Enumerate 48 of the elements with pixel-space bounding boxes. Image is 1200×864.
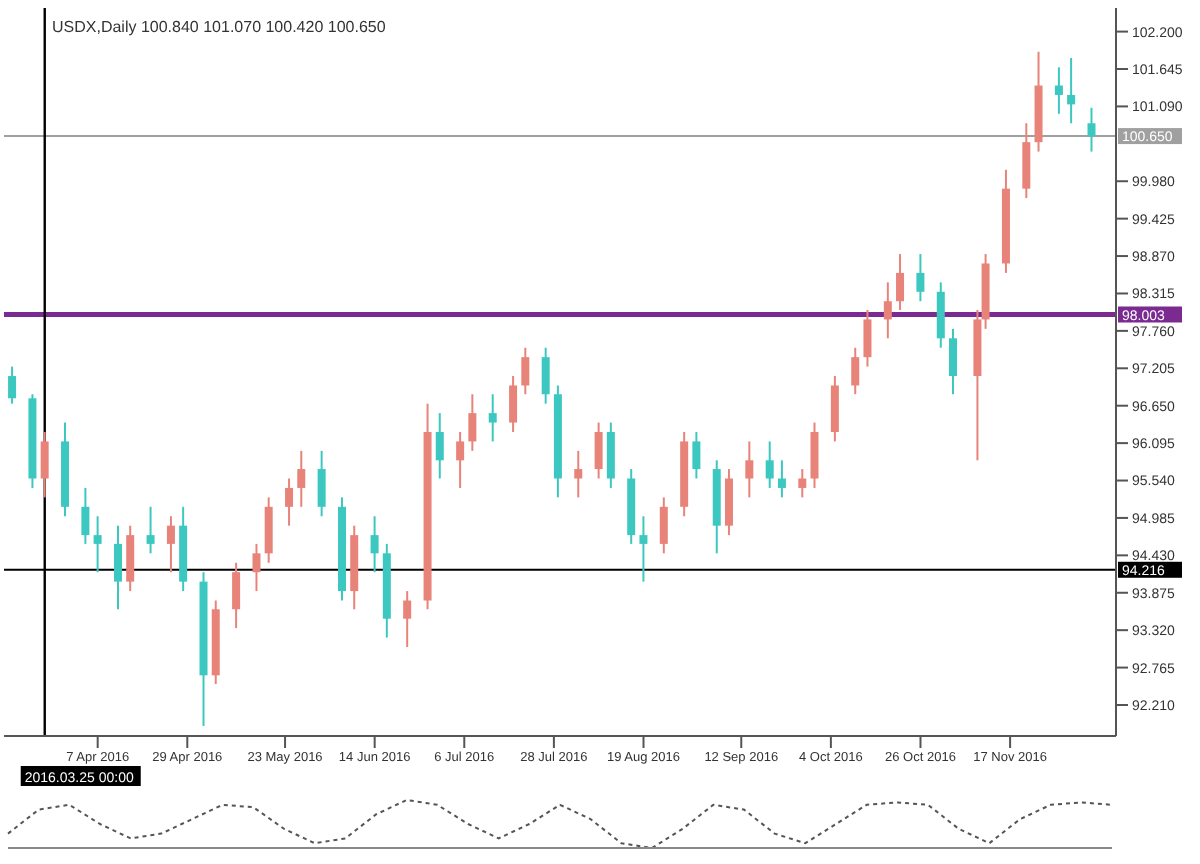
candlestick — [777, 459, 786, 499]
candlestick — [639, 515, 648, 583]
candlestick — [488, 393, 497, 443]
candlestick — [81, 486, 90, 545]
candlestick — [936, 281, 945, 349]
candlestick — [146, 505, 155, 555]
candlestick — [830, 375, 839, 443]
candlestick — [798, 468, 807, 499]
candlestick — [435, 412, 444, 480]
candlestick — [166, 515, 175, 574]
candlestick — [745, 440, 754, 499]
text: USDX,Daily 100.840 101.070 100.420 100.650 — [52, 18, 387, 36]
candlestick — [606, 421, 615, 489]
candlestick — [896, 253, 905, 311]
candlestick — [1054, 66, 1063, 115]
candlestick — [40, 430, 49, 499]
candlestick — [370, 515, 379, 574]
candlestick — [594, 421, 603, 480]
candlestick — [456, 430, 465, 489]
candlestick — [851, 346, 860, 396]
candlestick — [468, 393, 477, 452]
candlestick — [765, 440, 774, 489]
candlestick — [403, 590, 412, 649]
candlestick — [541, 346, 550, 405]
candlestick — [916, 253, 925, 303]
candlestick — [659, 496, 668, 555]
candlestick — [317, 449, 326, 518]
candlestick — [8, 365, 17, 405]
candlestick — [1067, 56, 1076, 125]
candlestick — [126, 524, 135, 593]
candlestick — [1087, 106, 1096, 153]
candlestick — [883, 281, 892, 340]
candlestick — [574, 449, 583, 499]
candlestick — [93, 515, 102, 574]
candlestick — [232, 561, 241, 630]
candlestick — [113, 524, 122, 611]
candlestick — [285, 477, 294, 527]
candlestick — [810, 421, 819, 489]
candlestick — [297, 449, 306, 508]
candlestick — [521, 346, 530, 396]
candlestick — [509, 375, 518, 433]
candlestick — [264, 496, 273, 564]
candlestick — [692, 430, 701, 480]
candlestick — [1022, 122, 1031, 200]
candlestick — [724, 468, 733, 537]
candlestick — [252, 542, 261, 593]
candlestick — [863, 308, 872, 368]
candlestick — [949, 327, 957, 396]
